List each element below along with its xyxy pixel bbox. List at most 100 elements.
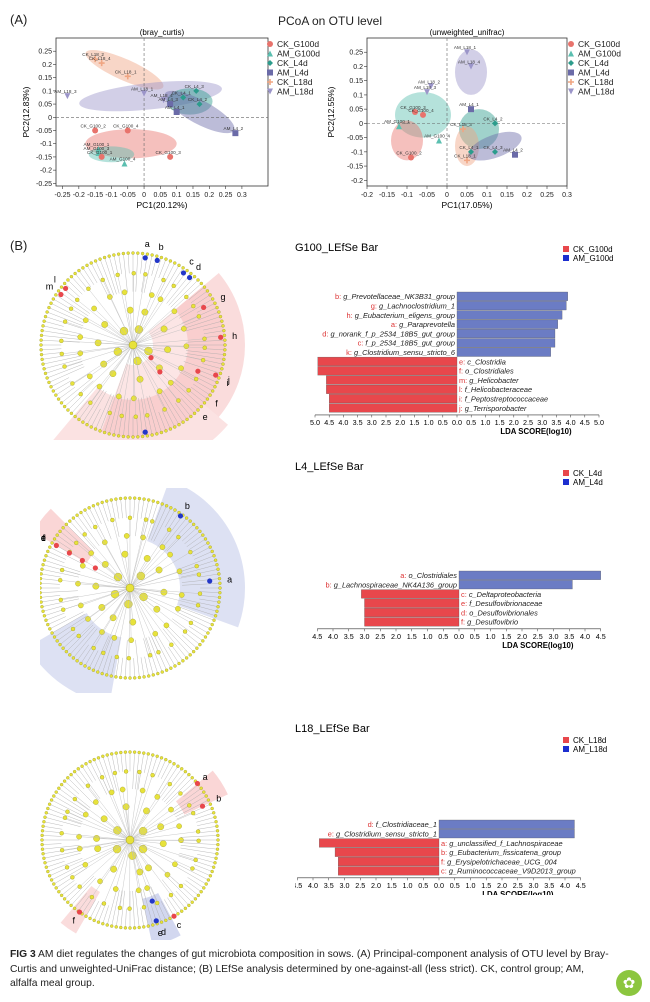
data-point [464,157,470,164]
leaf-node [198,642,202,647]
x-tick-label: 1.5 [481,881,491,890]
leaf-node [48,545,52,549]
branch [64,885,80,900]
legend-marker [568,60,574,66]
branch [45,555,65,564]
clade-node [111,635,118,641]
clade-label: m [46,281,54,291]
leaf-node [169,506,173,510]
leaf-node [59,401,64,405]
leaf-node [185,268,189,273]
leaf-node [75,659,79,663]
branch [61,344,134,355]
branch [43,821,63,826]
branch [184,531,201,544]
leaf-node [126,435,130,439]
leaf-node [137,496,142,501]
x-tick-label: 3.5 [544,881,554,890]
branch [171,267,184,285]
clade-node [119,326,129,336]
leaf-node [160,502,164,506]
x-tick-label: 1.0 [486,632,496,641]
lda-bar [317,366,458,376]
branch [155,763,175,796]
branch [106,501,113,521]
branch [177,609,213,625]
branch [151,756,158,775]
legend-label: AM_L18d [277,87,314,97]
bar-label: k: g_Clostridium_sensu_stricto_6 [346,348,456,357]
leaf-node [81,266,85,270]
x-tick-label: 4.5 [324,418,334,427]
data-point [396,123,402,130]
clade-label: e [203,412,208,422]
clade-node [155,900,160,906]
y-tick-label: -0.05 [36,128,52,135]
branch [162,410,171,430]
branch [72,587,131,630]
leaf-node [93,427,98,431]
branch [50,303,86,321]
leaf-node [222,352,227,357]
branch [61,378,92,404]
biomarker-node [58,291,64,298]
legend-marker [568,69,574,76]
point-label: AM_L4_1 [459,102,479,107]
branch [42,835,62,837]
branch [59,531,76,544]
legend-label: CK_G100d [573,245,613,254]
branch [129,809,172,841]
branch [41,352,62,355]
clade-node [184,294,189,300]
branch [183,784,199,797]
clade-node [178,791,183,796]
clade-node [167,781,172,787]
leaf-node [215,305,219,310]
bar-label: c: g_Ruminococcaceae_V9D2013_group [441,867,576,876]
legend-marker [267,79,273,85]
branch [85,899,96,917]
clade-node [58,578,63,583]
clade-node [176,534,181,540]
leaf-node [131,435,135,439]
branch [80,587,131,606]
leaf-node [54,790,58,794]
branch [132,344,171,383]
leaf-node [146,924,150,928]
branch [88,288,134,346]
point-label: AM_G100_1 [384,119,410,124]
lda-bar [329,403,458,413]
leaf-node [183,906,188,911]
clade-node [70,626,76,632]
x-tick-label: 2.5 [513,881,523,890]
clade-node [175,605,181,612]
branch [129,839,148,889]
leaf-node [61,646,65,650]
point-label: AM_G100_4 [110,157,136,162]
clade-node [59,351,64,357]
branch [135,253,139,292]
lda-bar [334,847,440,857]
biomarker-node [177,513,184,519]
biomarker-node [62,285,69,292]
x-tick-label: -0.05 [419,192,435,199]
x-tick-label: 0.0 [434,881,444,890]
clade-node [93,799,99,805]
lda-bar [456,319,558,329]
point-label: AM_G100_1 [84,142,110,147]
biomarker-node [92,565,98,571]
leaf-node [215,380,219,385]
branch [129,546,163,589]
clade-node [131,271,136,276]
leaf-node [42,367,46,371]
data-point [436,137,442,144]
clade-node [137,769,142,775]
leaf-node [57,890,61,894]
highlight-sector [147,488,245,628]
branch [74,893,87,909]
clade-node [144,885,150,891]
leaf-node [159,920,164,924]
clade-node [187,803,192,808]
clade-node [110,517,115,523]
branch [172,618,203,642]
